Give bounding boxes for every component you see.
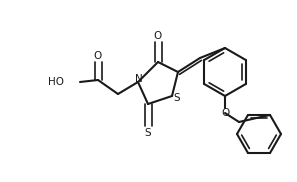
Text: S: S bbox=[174, 93, 180, 103]
Text: O: O bbox=[94, 51, 102, 61]
Text: S: S bbox=[145, 128, 151, 138]
Text: O: O bbox=[154, 31, 162, 41]
Text: O: O bbox=[221, 108, 229, 118]
Text: HO: HO bbox=[48, 77, 64, 87]
Text: N: N bbox=[135, 74, 143, 84]
